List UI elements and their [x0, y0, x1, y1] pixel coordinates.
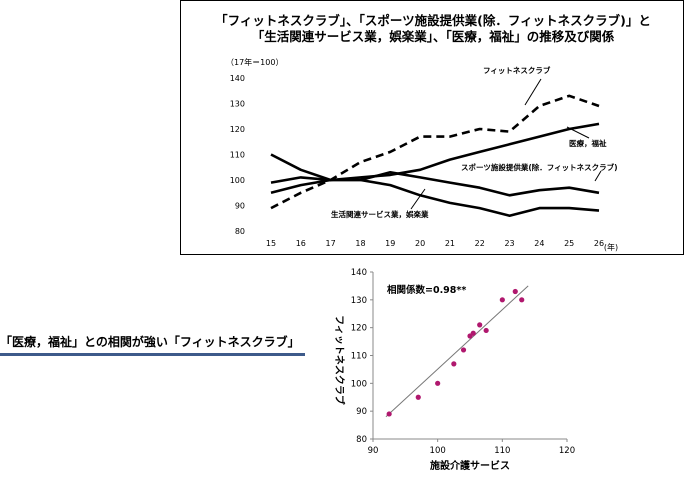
index-unit-label: （17年＝100） [226, 57, 283, 67]
series-label-3: スポーツ施設提供業(除．フィットネスクラブ) [461, 162, 618, 172]
series-label-pointer [594, 170, 602, 182]
x-tick-label: 24 [534, 239, 544, 248]
y-tick-label: 80 [235, 227, 245, 236]
y-tick-label: 110 [230, 151, 245, 160]
scatter-point [386, 411, 392, 417]
series-label-4: 生活関連サービス業，娯楽業 [331, 209, 429, 219]
y-tick-label: 90 [235, 202, 245, 211]
series-line-1 [270, 94, 600, 210]
scatter-point [519, 297, 525, 303]
x-tick-label: 20 [415, 239, 425, 248]
y-tick-label: 140 [230, 74, 245, 83]
y-tick-label: 120 [351, 324, 367, 334]
scatter-point [470, 330, 476, 336]
correlation-annotation: 相関係数=0.98** [387, 284, 466, 296]
scatter-point [512, 288, 518, 295]
series-label-2: 医療，福祉 [569, 138, 607, 148]
correlation-scatter-chart: 80 90 100 110 120 130 140 90 100 110 120 施設介護サービス フィ… [325, 262, 585, 477]
y-tick-label: 100 [230, 176, 245, 185]
x-tick-label: 110 [494, 446, 510, 456]
chart-title-line-2: 「生活関連サービス業，娯楽業」、「医療，福祉」の推移及び関係 [252, 29, 615, 44]
x-tick-label: 15 [266, 239, 276, 248]
series-label-1: フィットネスクラブ [483, 65, 551, 75]
scatter-point [477, 322, 483, 328]
x-tick-label: 21 [445, 239, 455, 248]
scatter-point [499, 297, 505, 303]
y-tick-label: 90 [356, 407, 367, 417]
x-tick-label: 26 [594, 239, 604, 248]
x-tick-label: 90 [368, 446, 379, 456]
x-axis-unit-label: (年) [604, 242, 618, 252]
scatter-point [435, 380, 441, 386]
y-tick-label: 80 [356, 435, 367, 445]
y-tick-label: 130 [351, 296, 367, 306]
y-tick-label: 100 [351, 379, 367, 389]
series-label-pointer [410, 188, 426, 210]
y-tick-label: 120 [230, 125, 245, 134]
series-label-pointer [524, 78, 542, 106]
trend-chart-svg: 「フィットネスクラブ」、「スポーツ施設提供業(除．フィットネスクラブ)」と「生活… [215, 13, 651, 252]
x-tick-label: 120 [559, 446, 575, 456]
series-label-pointer [566, 126, 590, 139]
scatter-point [415, 394, 421, 400]
y-tick-label: 130 [230, 100, 245, 109]
x-tick-label: 23 [504, 239, 514, 248]
x-tick-label: 100 [430, 446, 446, 456]
y-tick-label: 110 [351, 352, 367, 362]
caption-underline [0, 353, 305, 356]
x-tick-label: 25 [564, 239, 574, 248]
y-tick-label: 140 [351, 268, 367, 278]
x-tick-label: 22 [475, 239, 485, 248]
x-axis-label: 施設介護サービス [430, 459, 510, 472]
correlation-caption: 「医療，福祉」との相関が強い「フィットネスクラブ」 [0, 335, 300, 349]
chart-title-line-1: 「フィットネスクラブ」、「スポーツ施設提供業(除．フィットネスクラブ)」と [215, 13, 651, 28]
scatter-point [460, 347, 467, 353]
x-tick-label: 16 [296, 239, 306, 248]
x-tick-label: 19 [385, 239, 395, 248]
y-axis-label: フィットネスクラブ [333, 315, 346, 405]
scatter-point [451, 361, 457, 367]
series-line-3 [270, 153, 600, 197]
scatter-point [483, 327, 489, 334]
x-tick-label: 18 [355, 239, 365, 248]
series-line-4 [270, 176, 600, 217]
x-tick-label: 17 [326, 239, 336, 248]
trend-line-chart: 「フィットネスクラブ」、「スポーツ施設提供業(除．フィットネスクラブ)」と 「生活… [180, 0, 684, 255]
series-line-2 [270, 122, 600, 195]
trend-line [385, 285, 529, 418]
